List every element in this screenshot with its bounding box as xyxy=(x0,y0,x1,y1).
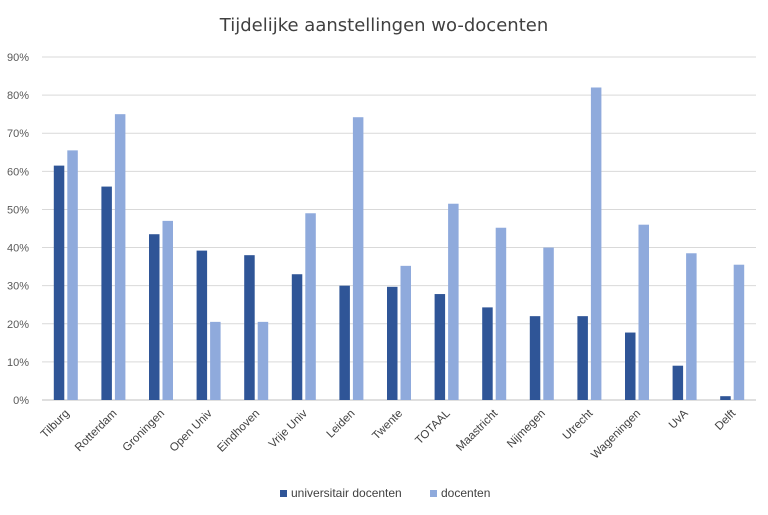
bar-universitair-docenten-utrecht xyxy=(577,316,588,400)
legend-swatch xyxy=(430,490,437,497)
bar-universitair-docenten-groningen xyxy=(149,234,160,400)
bar-universitair-docenten-eindhoven xyxy=(244,255,255,400)
bar-docenten-open-univ xyxy=(210,321,221,400)
y-tick-label: 70% xyxy=(7,128,29,140)
x-tick-label: UvA xyxy=(667,407,691,431)
bar-docenten-vrije-univ xyxy=(305,213,316,400)
legend-swatch xyxy=(280,490,287,497)
legend-label: docenten xyxy=(441,486,490,500)
bars xyxy=(53,87,745,401)
x-tick-label: Twente xyxy=(370,408,405,443)
x-tick-label: Vrije Univ xyxy=(267,407,310,450)
y-tick-label: 90% xyxy=(7,52,29,64)
y-tick-label: 30% xyxy=(7,281,29,293)
chart-title: Tijdelijke aanstellingen wo-docenten xyxy=(219,15,548,36)
x-tick-label: Open Univ xyxy=(168,407,215,454)
x-tick-label: Leiden xyxy=(325,408,358,441)
x-tick-label: Delft xyxy=(713,407,739,433)
bar-universitair-docenten-maastricht xyxy=(482,307,493,400)
y-tick-label: 0% xyxy=(13,395,29,407)
bar-docenten-groningen xyxy=(162,220,173,400)
y-tick-label: 80% xyxy=(7,90,29,102)
bar-universitair-docenten-totaal xyxy=(434,294,446,400)
bar-docenten-nijmegen xyxy=(543,247,554,400)
x-tick-label: Rotterdam xyxy=(73,408,119,454)
bar-docenten-rotterdam xyxy=(114,114,126,401)
x-tick-label: Groningen xyxy=(121,408,167,454)
x-axis-tick-labels: Tilburg Rotterdam Groningen Open Univ Eindho… xyxy=(39,407,739,461)
x-tick-label: Eindhoven xyxy=(215,408,262,455)
bar-docenten-maastricht xyxy=(495,227,507,400)
x-tick-label: Wageningen xyxy=(589,408,643,462)
bar-universitair-docenten-wageningen xyxy=(625,332,636,400)
bar-docenten-tilburg xyxy=(67,150,78,400)
y-tick-label: 10% xyxy=(7,357,29,369)
bar-universitair-docenten-uva xyxy=(672,365,684,400)
y-tick-label: 60% xyxy=(7,166,29,178)
bar-universitair-docenten-open-univ xyxy=(196,250,208,400)
bar-docenten-totaal xyxy=(448,203,459,400)
legend-label: universitair docenten xyxy=(291,486,402,500)
bar-universitair-docenten-twente xyxy=(387,286,398,400)
y-tick-label: 20% xyxy=(7,319,29,331)
bar-universitair-docenten-delft xyxy=(720,396,731,400)
x-tick-label: Nijmegen xyxy=(505,408,548,451)
y-axis-tick-labels: 0% 10% 20% 30% 40% 50% 60% 70% 80% 90% xyxy=(7,52,29,407)
bar-docenten-uva xyxy=(686,253,697,400)
bar-docenten-leiden xyxy=(352,117,364,401)
y-tick-label: 50% xyxy=(7,204,29,216)
bar-universitair-docenten-tilburg xyxy=(53,165,65,400)
bar-docenten-eindhoven xyxy=(257,321,269,400)
gridlines xyxy=(42,56,756,401)
bar-universitair-docenten-vrije-univ xyxy=(291,274,303,400)
x-tick-label: Utrecht xyxy=(561,407,596,442)
x-tick-label: Tilburg xyxy=(39,408,72,441)
legend: universitair docenten docenten xyxy=(280,486,490,500)
bar-docenten-wageningen xyxy=(638,224,649,400)
bar-docenten-delft xyxy=(733,264,745,400)
x-tick-label: Maastricht xyxy=(454,407,501,454)
bar-docenten-utrecht xyxy=(590,87,602,400)
bar-universitair-docenten-leiden xyxy=(339,285,350,400)
y-tick-label: 40% xyxy=(7,243,29,255)
x-tick-label: TOTAAL xyxy=(413,407,453,447)
bar-universitair-docenten-nijmegen xyxy=(529,316,541,400)
bar-universitair-docenten-rotterdam xyxy=(101,186,112,400)
bar-docenten-twente xyxy=(400,265,411,400)
